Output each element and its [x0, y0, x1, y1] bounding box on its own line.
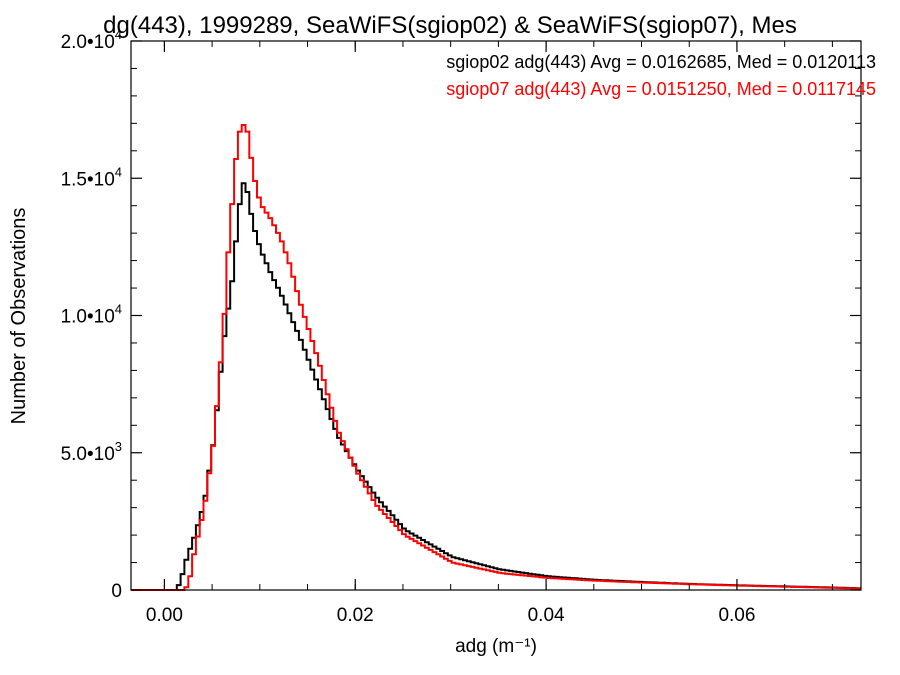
x-tick-label: 0.06: [718, 605, 755, 626]
x-axis-label: adg (m⁻¹): [455, 636, 537, 657]
series-line-1: [131, 124, 861, 591]
x-tick-label: 0.00: [146, 605, 183, 626]
x-tick-label: 0.04: [528, 605, 565, 626]
x-tick-label: 0.02: [337, 605, 374, 626]
y-tick-label: 2.0•104: [61, 27, 122, 53]
legend-entry-sgiop07: sgiop07 adg(443) Avg = 0.0151250, Med = …: [446, 79, 876, 99]
plot-frame: [130, 40, 862, 591]
series-layer: [131, 124, 861, 591]
y-tick-label: 1.0•104: [61, 302, 122, 328]
y-tick-label: 1.5•104: [61, 164, 122, 190]
axis-layer: 0.00 0.02 0.04 0.06 0 5.0•103 1.0•104 1.5•104 2.…: [61, 27, 861, 626]
chart-title: dg(443), 1999289, SeaWiFS(sgiop02) & Sea…: [103, 12, 797, 39]
y-tick-label: 0: [111, 581, 122, 602]
legend-entry-sgiop02: sgiop02 adg(443) Avg = 0.0162685, Med = …: [446, 52, 876, 72]
series-line-0: [131, 182, 861, 591]
y-tick-label: 5.0•103: [61, 439, 122, 465]
y-axis-label: Number of Observations: [8, 208, 30, 425]
